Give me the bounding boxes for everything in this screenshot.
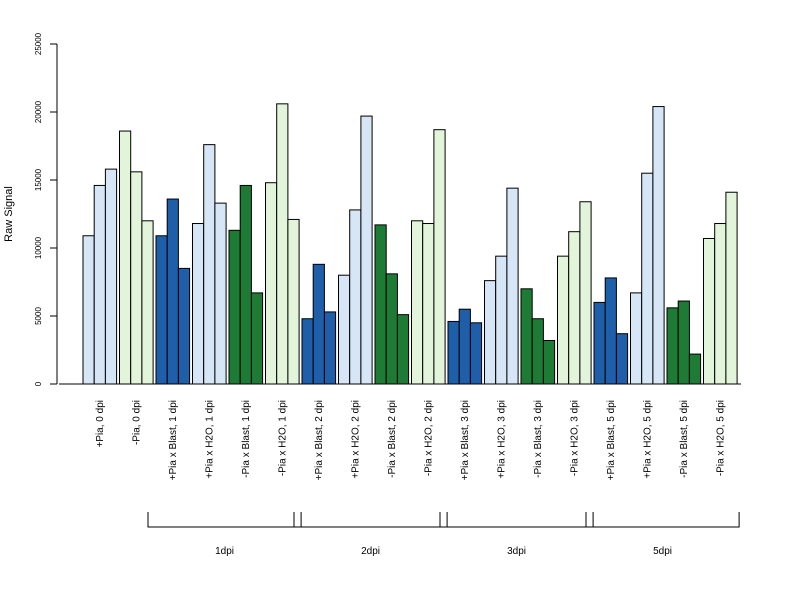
bar <box>666 307 679 385</box>
bar <box>192 223 205 385</box>
y-tick-label: 15000 <box>34 168 43 191</box>
group-label: 3dpi <box>507 546 526 557</box>
group-bracket <box>293 512 448 528</box>
y-tick-label: 20000 <box>34 100 43 123</box>
bar <box>531 318 544 385</box>
bar <box>93 184 106 385</box>
y-axis: 0 5000 10000 15000 20000 25000 <box>34 32 58 386</box>
bar <box>287 218 300 385</box>
x-tick-label: +Pia x Blast, 3 dpi <box>460 400 471 480</box>
bar <box>323 311 337 385</box>
bar <box>250 292 264 385</box>
bar <box>688 353 702 385</box>
bar <box>579 201 592 385</box>
bar <box>433 129 446 385</box>
bar <box>557 255 570 385</box>
bar <box>82 235 95 385</box>
bar <box>593 301 606 385</box>
bar <box>630 292 643 385</box>
bar <box>141 220 154 385</box>
x-tick-label: -Pia x H2O, 5 dpi <box>715 400 726 476</box>
bar <box>458 308 471 385</box>
y-tick-label: 5000 <box>34 307 43 325</box>
bar <box>411 220 424 385</box>
bar <box>422 223 435 385</box>
x-tick-label: -Pia x Blast, 2 dpi <box>387 400 398 478</box>
bar <box>484 280 497 385</box>
bar <box>396 314 410 385</box>
group-bracket <box>439 512 594 528</box>
x-tick-label: +Pia x Blast, 2 dpi <box>314 400 325 480</box>
y-axis-label: Raw Signal <box>3 186 15 242</box>
bar <box>312 263 325 385</box>
bar <box>725 191 738 385</box>
bar <box>349 209 362 385</box>
y-tick-label: 0 <box>34 381 43 386</box>
group-label: 1dpi <box>215 546 234 557</box>
x-tick-label: -Pia x Blast, 3 dpi <box>533 400 544 478</box>
bar <box>155 235 168 385</box>
bar <box>469 322 483 385</box>
bar <box>177 267 191 385</box>
bar <box>385 273 398 385</box>
bar <box>520 288 533 385</box>
bar <box>104 168 118 385</box>
bar <box>130 171 143 385</box>
x-tick-label: -Pia x Blast, 5 dpi <box>679 400 690 478</box>
bar <box>703 237 716 385</box>
bar <box>239 184 252 385</box>
x-tick-label: -Pia x H2O, 3 dpi <box>569 400 580 476</box>
x-tick-label: +Pia x H2O, 1 dpi <box>204 400 215 479</box>
bar <box>228 229 241 385</box>
group-label: 5dpi <box>653 546 672 557</box>
bar <box>374 224 387 385</box>
bar <box>276 103 289 385</box>
bar <box>203 144 216 385</box>
group-brackets: 1dpi 2dpi 3dpi 5dpi <box>147 512 740 557</box>
x-tick-label: -Pia x Blast, 1 dpi <box>241 400 252 478</box>
bar <box>641 172 654 385</box>
y-tick-label: 10000 <box>34 236 43 259</box>
bar <box>360 115 373 385</box>
x-tick-label: +Pia x H2O, 2 dpi <box>350 400 361 479</box>
bar <box>542 339 556 385</box>
bars <box>82 103 738 385</box>
bar <box>506 187 519 385</box>
bar <box>714 223 727 385</box>
x-tick-label: +Pia x Blast, 1 dpi <box>168 400 179 480</box>
bar <box>652 106 665 385</box>
bar <box>119 130 132 385</box>
x-tick-labels: +Pia, 0 dpi -Pia, 0 dpi +Pia x Blast, 1 dp… <box>95 400 726 480</box>
group-label: 2dpi <box>361 546 380 557</box>
x-tick-label: -Pia, 0 dpi <box>131 400 142 445</box>
y-tick-label: 25000 <box>34 32 43 55</box>
group-bracket <box>147 512 302 528</box>
x-tick-label: -Pia x H2O, 1 dpi <box>277 400 288 476</box>
bar <box>301 318 314 385</box>
bar <box>166 198 179 385</box>
bar <box>677 300 690 385</box>
group-bracket <box>585 512 740 528</box>
x-tick-label: +Pia, 0 dpi <box>95 400 106 448</box>
x-tick-label: -Pia x H2O, 2 dpi <box>423 400 434 476</box>
bar <box>265 182 278 385</box>
bar <box>495 255 508 385</box>
bar <box>568 231 581 385</box>
bar <box>214 202 227 385</box>
x-tick-label: +Pia x Blast, 5 dpi <box>606 400 617 480</box>
bar <box>338 274 351 385</box>
bar <box>604 277 617 385</box>
x-tick-label: +Pia x H2O, 5 dpi <box>642 400 653 479</box>
bar <box>615 333 629 385</box>
x-tick-label: +Pia x H2O, 3 dpi <box>496 400 507 479</box>
bar <box>447 320 460 385</box>
